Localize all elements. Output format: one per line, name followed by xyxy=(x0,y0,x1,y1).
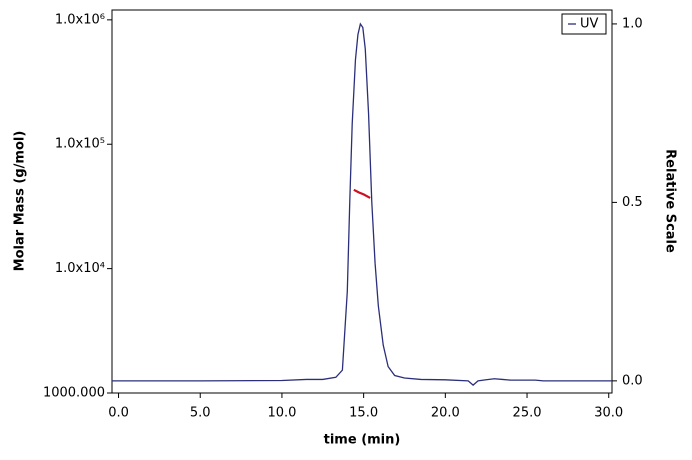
y2-tick-label: 0.0 xyxy=(622,373,643,388)
x-axis-title: time (min) xyxy=(324,433,401,448)
series-line xyxy=(353,188,371,199)
legend-label: UV xyxy=(580,17,599,32)
y-tick-label: 1.0x10⁶ xyxy=(55,12,105,27)
y-axis-title: Molar Mass (g/mol) xyxy=(13,131,28,272)
x-tick-label: 10.0 xyxy=(267,406,296,421)
legend-box xyxy=(561,13,607,35)
x-tick-label: 30.0 xyxy=(594,406,623,421)
y-tick-label: 1.0x10⁵ xyxy=(55,137,105,152)
x-tick-label: 20.0 xyxy=(431,406,460,421)
y2-axis-title: Relative Scale xyxy=(663,149,678,253)
y-tick-label: 1.0x10⁴ xyxy=(55,261,105,276)
x-tick-label: 0.0 xyxy=(108,406,129,421)
y-tick-label: 1000.000 xyxy=(43,386,105,401)
x-tick-label: 5.0 xyxy=(190,406,211,421)
y2-tick-label: 1.0 xyxy=(622,16,643,31)
series-line xyxy=(112,22,612,387)
plot-frame xyxy=(111,9,613,394)
x-tick-label: 15.0 xyxy=(349,406,378,421)
x-tick-label: 25.0 xyxy=(513,406,542,421)
y2-tick-label: 0.5 xyxy=(622,195,643,210)
